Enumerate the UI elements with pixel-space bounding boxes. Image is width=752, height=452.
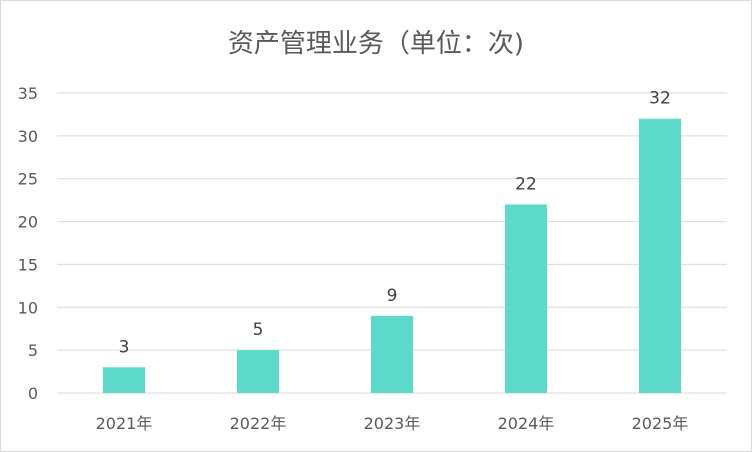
bar xyxy=(505,204,547,393)
bar xyxy=(639,118,681,393)
data-label: 22 xyxy=(515,174,537,194)
bar xyxy=(103,367,145,393)
x-tick-label: 2025年 xyxy=(632,414,689,433)
y-tick-label: 10 xyxy=(18,298,38,317)
x-tick-label: 2024年 xyxy=(498,414,555,433)
y-tick-label: 25 xyxy=(18,170,38,189)
y-tick-label: 30 xyxy=(18,127,38,146)
x-tick-label: 2022年 xyxy=(230,414,287,433)
y-tick-label: 35 xyxy=(18,84,38,103)
x-tick-label: 2021年 xyxy=(96,414,153,433)
x-tick-label: 2023年 xyxy=(364,414,421,433)
bar xyxy=(237,350,279,393)
y-tick-label: 0 xyxy=(28,384,38,403)
data-label: 9 xyxy=(387,286,398,306)
data-label: 3 xyxy=(119,337,130,357)
y-tick-label: 20 xyxy=(18,213,38,232)
y-tick-label: 15 xyxy=(18,255,38,274)
data-label: 32 xyxy=(649,89,671,109)
y-tick-label: 5 xyxy=(28,341,38,360)
bar xyxy=(371,315,413,393)
data-label: 5 xyxy=(253,320,264,340)
chart-title: 资产管理业务（单位：次) xyxy=(227,29,525,59)
